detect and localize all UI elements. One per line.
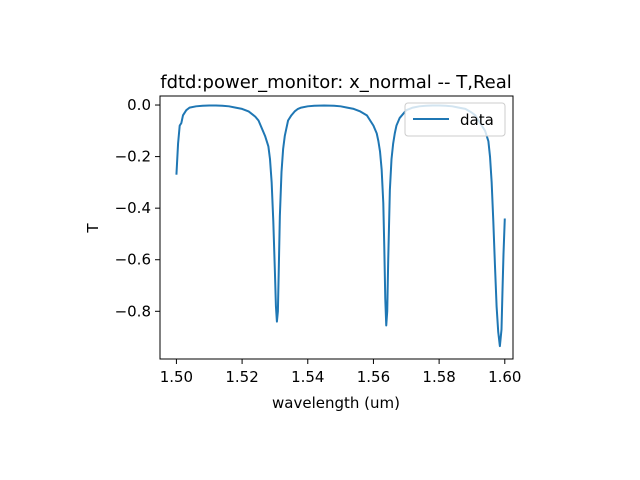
x-tick-label: 1.56 — [357, 368, 390, 386]
y-tick-label: 0.0 — [127, 96, 151, 114]
y-axis-label: T — [84, 223, 102, 234]
x-tick-label: 1.50 — [160, 368, 193, 386]
y-tick-label: −0.4 — [115, 199, 151, 217]
plot-area: 1.50 1.52 1.54 1.56 1.58 1.60 0.0 −0.2 −0.4 −0.6 −… — [115, 95, 521, 386]
y-tick-label: −0.8 — [115, 302, 151, 320]
legend: data — [404, 102, 506, 137]
legend-label-data: data — [460, 111, 494, 129]
x-tick-label: 1.54 — [291, 368, 324, 386]
x-axis-label: wavelength (um) — [272, 394, 400, 412]
y-tick-label: −0.6 — [115, 251, 151, 269]
y-tick-label: −0.2 — [115, 148, 151, 166]
x-tick-label: 1.52 — [225, 368, 258, 386]
legend-box — [404, 102, 506, 137]
chart-title: fdtd:power_monitor: x_normal -- T,Real — [160, 72, 512, 93]
x-tick-label: 1.60 — [488, 368, 521, 386]
x-tick-label: 1.58 — [422, 368, 455, 386]
axes-frame — [159, 95, 514, 360]
